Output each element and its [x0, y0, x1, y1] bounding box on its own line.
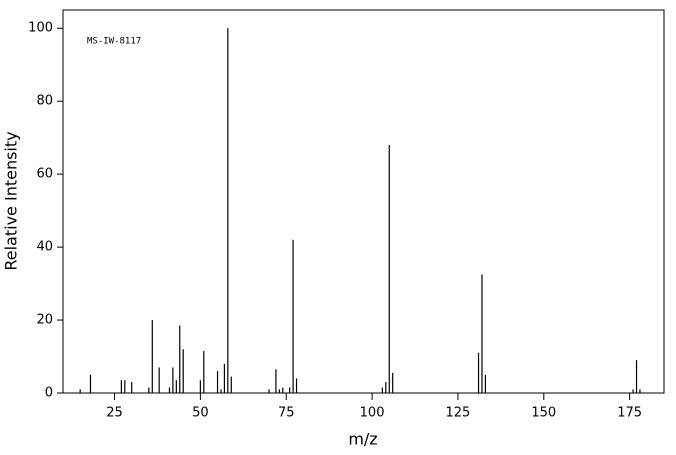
plot-frame [62, 9, 665, 394]
x-tick-label: 175 [617, 406, 642, 421]
y-tick-label: 100 [28, 21, 53, 36]
y-tick-label: 60 [36, 167, 53, 182]
y-tick-label: 20 [36, 313, 53, 328]
x-tick-label: 25 [106, 406, 123, 421]
y-tick-label: 0 [45, 386, 53, 401]
x-tick-label: 100 [360, 406, 385, 421]
x-axis-label: m/z [348, 430, 377, 449]
annotation: MS-IW-8117 [87, 37, 141, 47]
x-tick-label: 150 [531, 406, 556, 421]
y-axis-label: Relative Intensity [2, 131, 21, 270]
y-tick-label: 40 [36, 240, 53, 255]
x-tick-label: 125 [446, 406, 471, 421]
y-tick-label: 80 [36, 94, 53, 109]
x-tick-label: 50 [192, 406, 209, 421]
x-tick-label: 75 [278, 406, 295, 421]
